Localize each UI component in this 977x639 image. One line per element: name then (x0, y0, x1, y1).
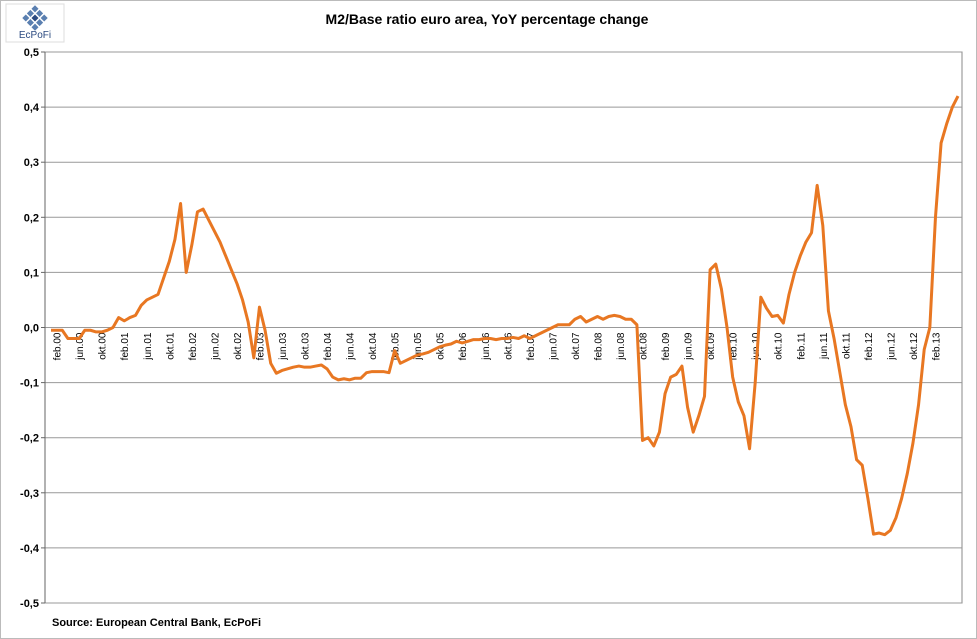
x-tick-label: okt.03 (301, 332, 312, 360)
x-tick-label: jun.09 (684, 332, 695, 361)
data-line (51, 95, 960, 537)
y-tick-label: -0,1 (20, 378, 39, 390)
x-tick-label: okt.01 (165, 332, 176, 360)
x-tick-label: feb.08 (593, 332, 604, 360)
x-tick-label: okt.00 (98, 332, 109, 360)
x-tick-label: feb.00 (53, 332, 64, 360)
x-tick-label: jun.00 (75, 332, 86, 361)
y-tick-label: 0,2 (24, 212, 39, 224)
x-tick-label: feb.01 (120, 332, 131, 360)
x-tick-label: jun.05 (413, 332, 424, 361)
x-tick-label: okt.07 (571, 332, 582, 360)
y-tick-label: 0,4 (24, 102, 40, 114)
x-tick-label: feb.10 (729, 332, 740, 360)
x-tick-label: feb.07 (526, 332, 537, 360)
x-tick-label: feb.06 (458, 332, 469, 360)
x-tick-label: jun.12 (886, 332, 897, 361)
y-tick-label: 0,5 (24, 47, 39, 59)
logo-text: EcPoFi (19, 30, 51, 41)
x-tick-label: feb.05 (391, 332, 402, 360)
y-tick-label: -0,2 (20, 433, 39, 445)
x-tick-label: okt.06 (503, 332, 514, 360)
x-tick-label: jun.06 (481, 332, 492, 361)
x-tick-label: feb.13 (931, 332, 942, 360)
x-tick-label: feb.12 (864, 332, 875, 360)
x-tick-label: jun.02 (210, 332, 221, 361)
x-tick-label: jun.08 (616, 332, 627, 361)
chart-title: M2/Base ratio euro area, YoY percentage … (326, 11, 649, 27)
x-tick-label: okt.09 (706, 332, 717, 360)
x-tick-label: feb.04 (323, 332, 334, 360)
x-tick-label: feb.02 (188, 332, 199, 360)
x-tick-label: feb.09 (661, 332, 672, 360)
x-tick-label: okt.12 (909, 332, 920, 360)
y-tick-label: -0,5 (20, 598, 39, 610)
y-tick-label: 0,0 (24, 323, 39, 335)
x-tick-label: jun.11 (819, 332, 830, 360)
logo: EcPoFi (5, 3, 65, 43)
y-tick-label: -0,4 (20, 543, 40, 555)
x-tick-label: jun.04 (346, 332, 357, 361)
x-tick-label: okt.10 (774, 332, 785, 360)
x-tick-label: okt.11 (841, 332, 852, 359)
x-tick-label: feb.11 (796, 332, 807, 359)
x-tick-label: jun.01 (143, 332, 154, 361)
y-tick-label: 0,3 (24, 157, 39, 169)
source-note: Source: European Central Bank, EcPoFi (52, 617, 261, 629)
x-tick-label: okt.08 (639, 332, 650, 360)
y-tick-label: 0,1 (24, 267, 39, 279)
x-tick-label: okt.04 (368, 332, 379, 360)
x-tick-label: feb.03 (255, 332, 266, 360)
x-tick-label: jun.03 (278, 332, 289, 361)
x-tick-label: jun.07 (548, 332, 559, 361)
y-tick-label: -0,3 (20, 488, 39, 500)
x-tick-label: okt.02 (233, 332, 244, 360)
